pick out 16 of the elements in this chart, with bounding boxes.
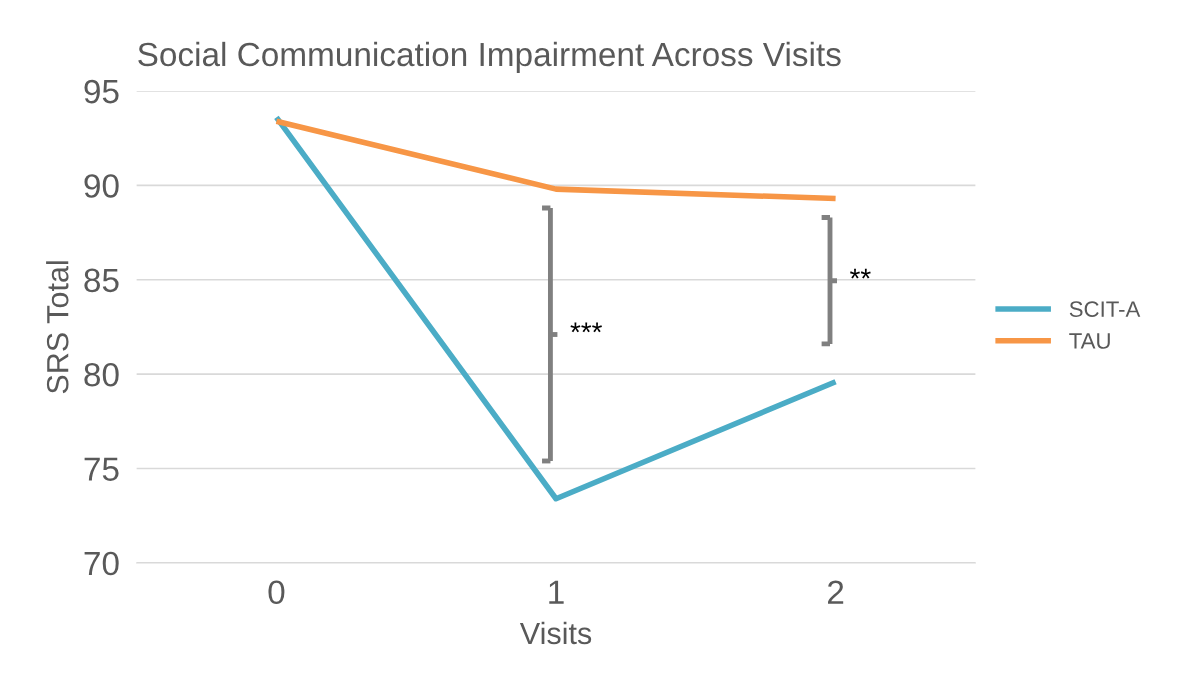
x-axis-title: Visits [519,621,592,645]
y-tick-label: 95 [84,79,119,104]
y-tick-label: 90 [84,174,119,198]
x-tick-label: 2 [828,580,844,604]
legend-label: SCIT-A [1069,301,1141,317]
y-tick-label: 75 [84,457,119,481]
x-tick-label: 0 [268,580,285,605]
chart-title: Social Communication Impairment Across Visits [138,41,841,73]
y-axis-title: SRS Total [46,261,69,394]
y-tick-label: 85 [84,268,119,293]
legend-label: TAU [1069,333,1110,349]
annotation: *** [570,322,602,333]
annotation: ** [850,268,871,279]
x-tick-label: 1 [549,580,564,604]
y-tick-label: 70 [84,551,119,576]
y-tick-label: 80 [84,362,119,387]
